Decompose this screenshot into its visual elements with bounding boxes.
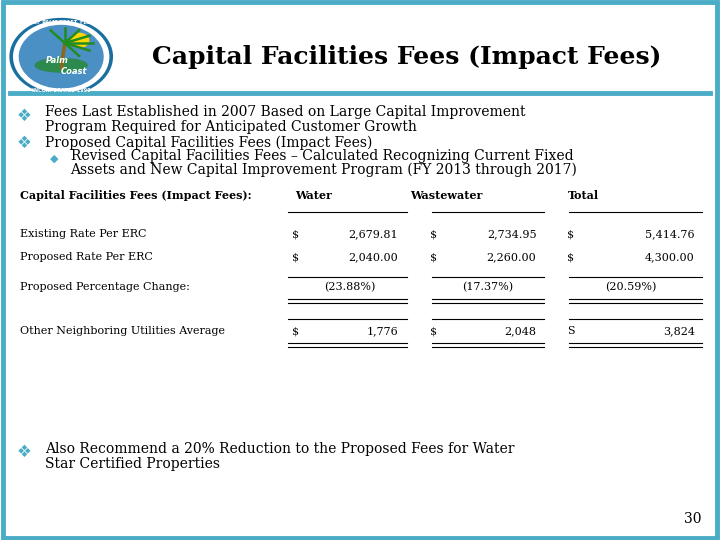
Text: 5,414.76: 5,414.76 (645, 230, 695, 239)
Text: 1,776: 1,776 (366, 326, 398, 336)
Text: ❖: ❖ (17, 107, 32, 125)
Text: 2,048: 2,048 (505, 326, 536, 336)
Text: 2,679.81: 2,679.81 (348, 230, 398, 239)
Text: S: S (567, 326, 575, 336)
FancyBboxPatch shape (3, 2, 717, 538)
Text: 2,040.00: 2,040.00 (348, 252, 398, 262)
Text: 30: 30 (684, 512, 701, 526)
Text: Water: Water (294, 190, 332, 201)
Text: $: $ (567, 252, 574, 262)
Text: CITY OF PALM COAST, FLORIDA: CITY OF PALM COAST, FLORIDA (19, 20, 104, 25)
Text: Capital Facilities Fees (Impact Fees): Capital Facilities Fees (Impact Fees) (152, 45, 662, 69)
Ellipse shape (35, 58, 87, 72)
Text: Assets and New Capital Improvement Program (FY 2013 through 2017): Assets and New Capital Improvement Progr… (71, 163, 577, 177)
Text: (17.37%): (17.37%) (462, 281, 514, 292)
Text: Existing Rate Per ERC: Existing Rate Per ERC (20, 230, 147, 239)
Text: (20.59%): (20.59%) (605, 281, 657, 292)
Text: Other Neighboring Utilities Average: Other Neighboring Utilities Average (20, 326, 225, 336)
Text: ◆: ◆ (50, 154, 58, 164)
Text: 4,300.00: 4,300.00 (645, 252, 695, 262)
Text: ❖: ❖ (17, 443, 32, 461)
Text: 2,260.00: 2,260.00 (487, 252, 536, 262)
Circle shape (19, 25, 104, 89)
Text: Revised Capital Facilities Fees – Calculated Recognizing Current Fixed: Revised Capital Facilities Fees – Calcul… (71, 148, 573, 163)
Text: $: $ (292, 230, 299, 239)
Text: $: $ (430, 326, 437, 336)
Text: 3,824: 3,824 (663, 326, 695, 336)
Text: Proposed Capital Facilities Fees (Impact Fees): Proposed Capital Facilities Fees (Impact… (45, 136, 372, 150)
Circle shape (70, 33, 89, 48)
Text: Capital Facilities Fees (Impact Fees):: Capital Facilities Fees (Impact Fees): (20, 190, 252, 201)
Text: 2,734.95: 2,734.95 (487, 230, 536, 239)
Text: Star Certified Properties: Star Certified Properties (45, 457, 220, 471)
Text: Proposed Rate Per ERC: Proposed Rate Per ERC (20, 252, 153, 262)
Circle shape (9, 18, 113, 96)
Text: Palm: Palm (46, 56, 69, 65)
Text: Wastewater: Wastewater (410, 190, 482, 201)
Text: Total: Total (567, 190, 599, 201)
Text: Proposed Percentage Change:: Proposed Percentage Change: (20, 282, 190, 292)
Circle shape (13, 21, 109, 93)
Text: Fees Last Established in 2007 Based on Large Capital Improvement: Fees Last Established in 2007 Based on L… (45, 105, 525, 119)
Text: $: $ (292, 252, 299, 262)
Text: $: $ (430, 252, 437, 262)
Text: Coast: Coast (61, 67, 87, 76)
Text: ❖: ❖ (17, 134, 32, 152)
Text: Also Recommend a 20% Reduction to the Proposed Fees for Water: Also Recommend a 20% Reduction to the Pr… (45, 442, 514, 456)
Text: INCORPORATED 1999: INCORPORATED 1999 (32, 89, 91, 93)
Text: $: $ (292, 326, 299, 336)
Text: Program Required for Anticipated Customer Growth: Program Required for Anticipated Custome… (45, 120, 416, 134)
Text: $: $ (567, 230, 574, 239)
Text: $: $ (430, 230, 437, 239)
Text: (23.88%): (23.88%) (324, 281, 376, 292)
